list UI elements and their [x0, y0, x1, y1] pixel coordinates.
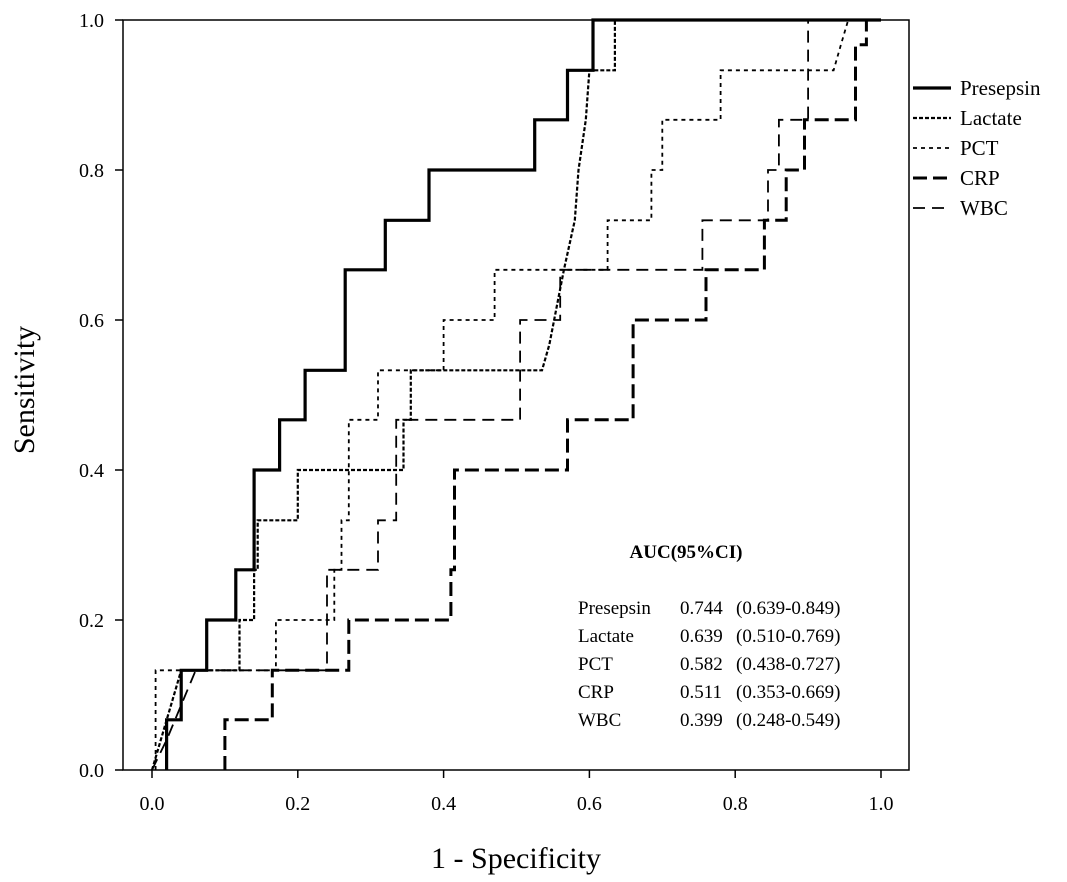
auc-row-name: CRP: [578, 682, 614, 703]
legend-label-pct: PCT: [960, 136, 999, 160]
x-axis-title: 1 - Specificity: [431, 842, 601, 875]
y-tick-label: 0.2: [79, 610, 104, 632]
auc-row-name: Lactate: [578, 626, 634, 647]
x-tick-label: 0.0: [140, 793, 165, 815]
auc-row-value: 0.399: [680, 710, 723, 731]
legend-label-wbc: WBC: [960, 196, 1008, 220]
legend-label-crp: CRP: [960, 166, 1000, 190]
series-crp-line: [223, 18, 881, 770]
auc-row-name: Presepsin: [578, 598, 651, 619]
x-tick-label: 0.4: [431, 793, 456, 815]
auc-row-value: 0.511: [680, 682, 722, 703]
y-tick-label: 0.4: [79, 460, 104, 482]
x-tick-label: 0.6: [577, 793, 602, 815]
y-tick-label: 1.0: [79, 10, 104, 32]
series-wbc-line: [151, 19, 881, 771]
x-tick-label: 0.8: [723, 793, 748, 815]
auc-row-value: 0.582: [680, 654, 723, 675]
legend: Presepsin Lactate PCT CRP WBC: [913, 76, 1041, 220]
plot-frame: [122, 19, 910, 771]
auc-row-value: 0.639: [680, 626, 723, 647]
auc-row-ci: (0.353-0.669): [736, 682, 840, 703]
auc-row-ci: (0.510-0.769): [736, 626, 840, 647]
legend-label-presepsin: Presepsin: [960, 76, 1041, 100]
legend-label-lactate: Lactate: [960, 106, 1022, 130]
y-tick-label: 0.8: [79, 160, 104, 182]
auc-annotation: AUC(95%CI) Presepsin 0.744 (0.639-0.849) La…: [578, 542, 840, 731]
auc-row-name: WBC: [578, 710, 621, 731]
y-axis-title: Sensitivity: [8, 326, 41, 454]
auc-title: AUC(95%CI): [630, 542, 743, 563]
series-layer: [150, 18, 881, 771]
auc-row-name: PCT: [578, 654, 613, 675]
series-pct-line: [154, 19, 881, 770]
x-tick-label: 0.2: [285, 793, 310, 815]
series-lactate-line: [150, 18, 881, 771]
ticks-layer: 0.0 0.2 0.4 0.6 0.8 1.0 0.0 0.2 0.4 0.6 0.8 1.0: [79, 10, 894, 815]
auc-rows: Presepsin 0.744 (0.639-0.849) Lactate 0.639 (…: [578, 598, 840, 731]
auc-row-ci: (0.248-0.549): [736, 710, 840, 731]
auc-row-ci: (0.639-0.849): [736, 598, 840, 619]
auc-row-ci: (0.438-0.727): [736, 654, 840, 675]
series-presepsin-line: [165, 18, 881, 770]
x-tick-label: 1.0: [869, 793, 894, 815]
auc-row-value: 0.744: [680, 598, 723, 619]
y-tick-label: 0.0: [79, 760, 104, 782]
y-tick-label: 0.6: [79, 310, 104, 332]
